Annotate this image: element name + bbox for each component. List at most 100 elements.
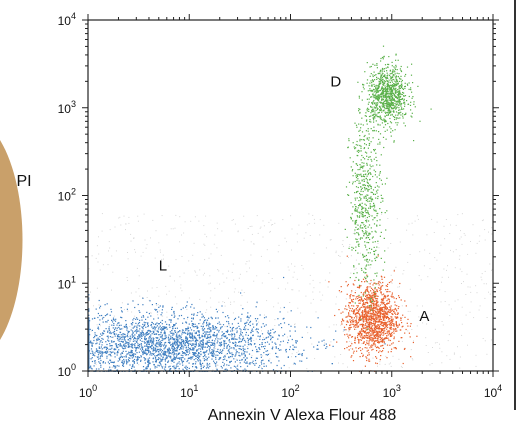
event-point bbox=[187, 341, 189, 343]
event-point bbox=[194, 343, 196, 345]
event-point bbox=[264, 342, 266, 344]
background-event bbox=[166, 316, 168, 318]
event-point bbox=[365, 327, 367, 329]
event-point bbox=[387, 102, 389, 104]
event-point bbox=[382, 281, 384, 284]
background-event bbox=[158, 295, 160, 297]
background-event bbox=[133, 237, 135, 239]
event-point bbox=[383, 309, 385, 311]
background-event bbox=[365, 305, 367, 307]
event-point bbox=[244, 328, 246, 330]
event-point bbox=[347, 335, 349, 337]
event-point bbox=[169, 348, 171, 350]
event-point bbox=[383, 302, 385, 304]
event-point bbox=[160, 348, 162, 351]
event-point bbox=[144, 335, 146, 337]
event-point bbox=[364, 307, 366, 309]
event-point bbox=[383, 317, 385, 319]
event-point bbox=[380, 321, 382, 323]
background-event bbox=[309, 283, 311, 285]
event-point bbox=[144, 345, 146, 347]
event-point bbox=[370, 345, 372, 347]
event-point bbox=[384, 316, 386, 318]
event-point bbox=[142, 366, 145, 368]
event-point bbox=[375, 98, 377, 100]
event-point bbox=[378, 305, 380, 307]
event-point bbox=[254, 359, 257, 362]
event-point bbox=[94, 334, 96, 336]
event-point bbox=[360, 298, 362, 300]
event-point bbox=[150, 348, 153, 350]
background-event bbox=[99, 269, 101, 271]
event-point bbox=[222, 361, 224, 363]
event-point bbox=[209, 363, 211, 365]
event-point bbox=[176, 346, 178, 349]
background-event bbox=[486, 353, 488, 355]
event-point bbox=[151, 326, 153, 328]
event-point bbox=[221, 367, 223, 369]
event-point bbox=[386, 357, 388, 359]
event-point bbox=[373, 308, 375, 310]
event-point bbox=[267, 336, 270, 338]
background-event bbox=[292, 289, 294, 291]
event-point bbox=[351, 299, 353, 301]
event-point bbox=[210, 331, 212, 333]
background-event bbox=[486, 317, 488, 318]
event-point bbox=[369, 347, 371, 349]
event-point bbox=[375, 321, 377, 323]
event-point bbox=[373, 310, 375, 312]
event-point bbox=[329, 344, 331, 346]
event-point bbox=[162, 358, 164, 360]
event-point bbox=[369, 296, 371, 298]
event-point bbox=[124, 339, 126, 341]
event-point bbox=[371, 316, 373, 318]
event-point bbox=[243, 328, 245, 330]
event-point bbox=[384, 312, 386, 314]
event-point bbox=[115, 348, 117, 350]
event-point bbox=[131, 343, 133, 345]
event-point bbox=[240, 318, 242, 320]
event-point bbox=[182, 331, 184, 333]
background-event bbox=[180, 331, 182, 333]
event-point bbox=[392, 104, 394, 106]
event-point bbox=[209, 347, 211, 349]
event-point bbox=[383, 68, 386, 70]
event-point bbox=[275, 356, 278, 358]
background-event bbox=[436, 221, 438, 223]
event-point bbox=[214, 343, 216, 345]
event-point bbox=[190, 306, 192, 308]
event-point bbox=[175, 322, 177, 324]
event-point bbox=[239, 338, 241, 340]
event-point bbox=[382, 328, 384, 330]
event-point bbox=[160, 342, 163, 344]
event-point bbox=[163, 332, 165, 334]
event-point bbox=[88, 328, 90, 330]
background-event bbox=[441, 351, 443, 353]
event-point bbox=[384, 108, 386, 110]
event-point bbox=[377, 324, 379, 326]
event-point bbox=[138, 325, 140, 327]
event-point bbox=[387, 288, 389, 291]
event-point bbox=[116, 336, 119, 338]
background-event bbox=[202, 358, 204, 359]
event-point bbox=[198, 357, 200, 359]
event-point bbox=[357, 295, 359, 297]
event-point bbox=[371, 344, 373, 346]
event-point bbox=[190, 343, 192, 345]
event-point bbox=[279, 311, 281, 313]
event-point bbox=[197, 349, 199, 351]
event-point bbox=[353, 312, 355, 314]
event-point bbox=[376, 357, 378, 359]
background-event bbox=[242, 348, 244, 350]
event-point bbox=[163, 344, 165, 346]
event-point bbox=[387, 295, 389, 297]
event-point bbox=[179, 347, 182, 349]
event-point bbox=[229, 356, 231, 358]
background-event bbox=[463, 281, 464, 283]
event-point bbox=[349, 334, 351, 336]
event-point bbox=[156, 337, 158, 339]
background-event bbox=[228, 297, 229, 299]
event-point bbox=[204, 331, 206, 333]
background-event bbox=[284, 237, 286, 239]
event-point bbox=[381, 111, 383, 113]
